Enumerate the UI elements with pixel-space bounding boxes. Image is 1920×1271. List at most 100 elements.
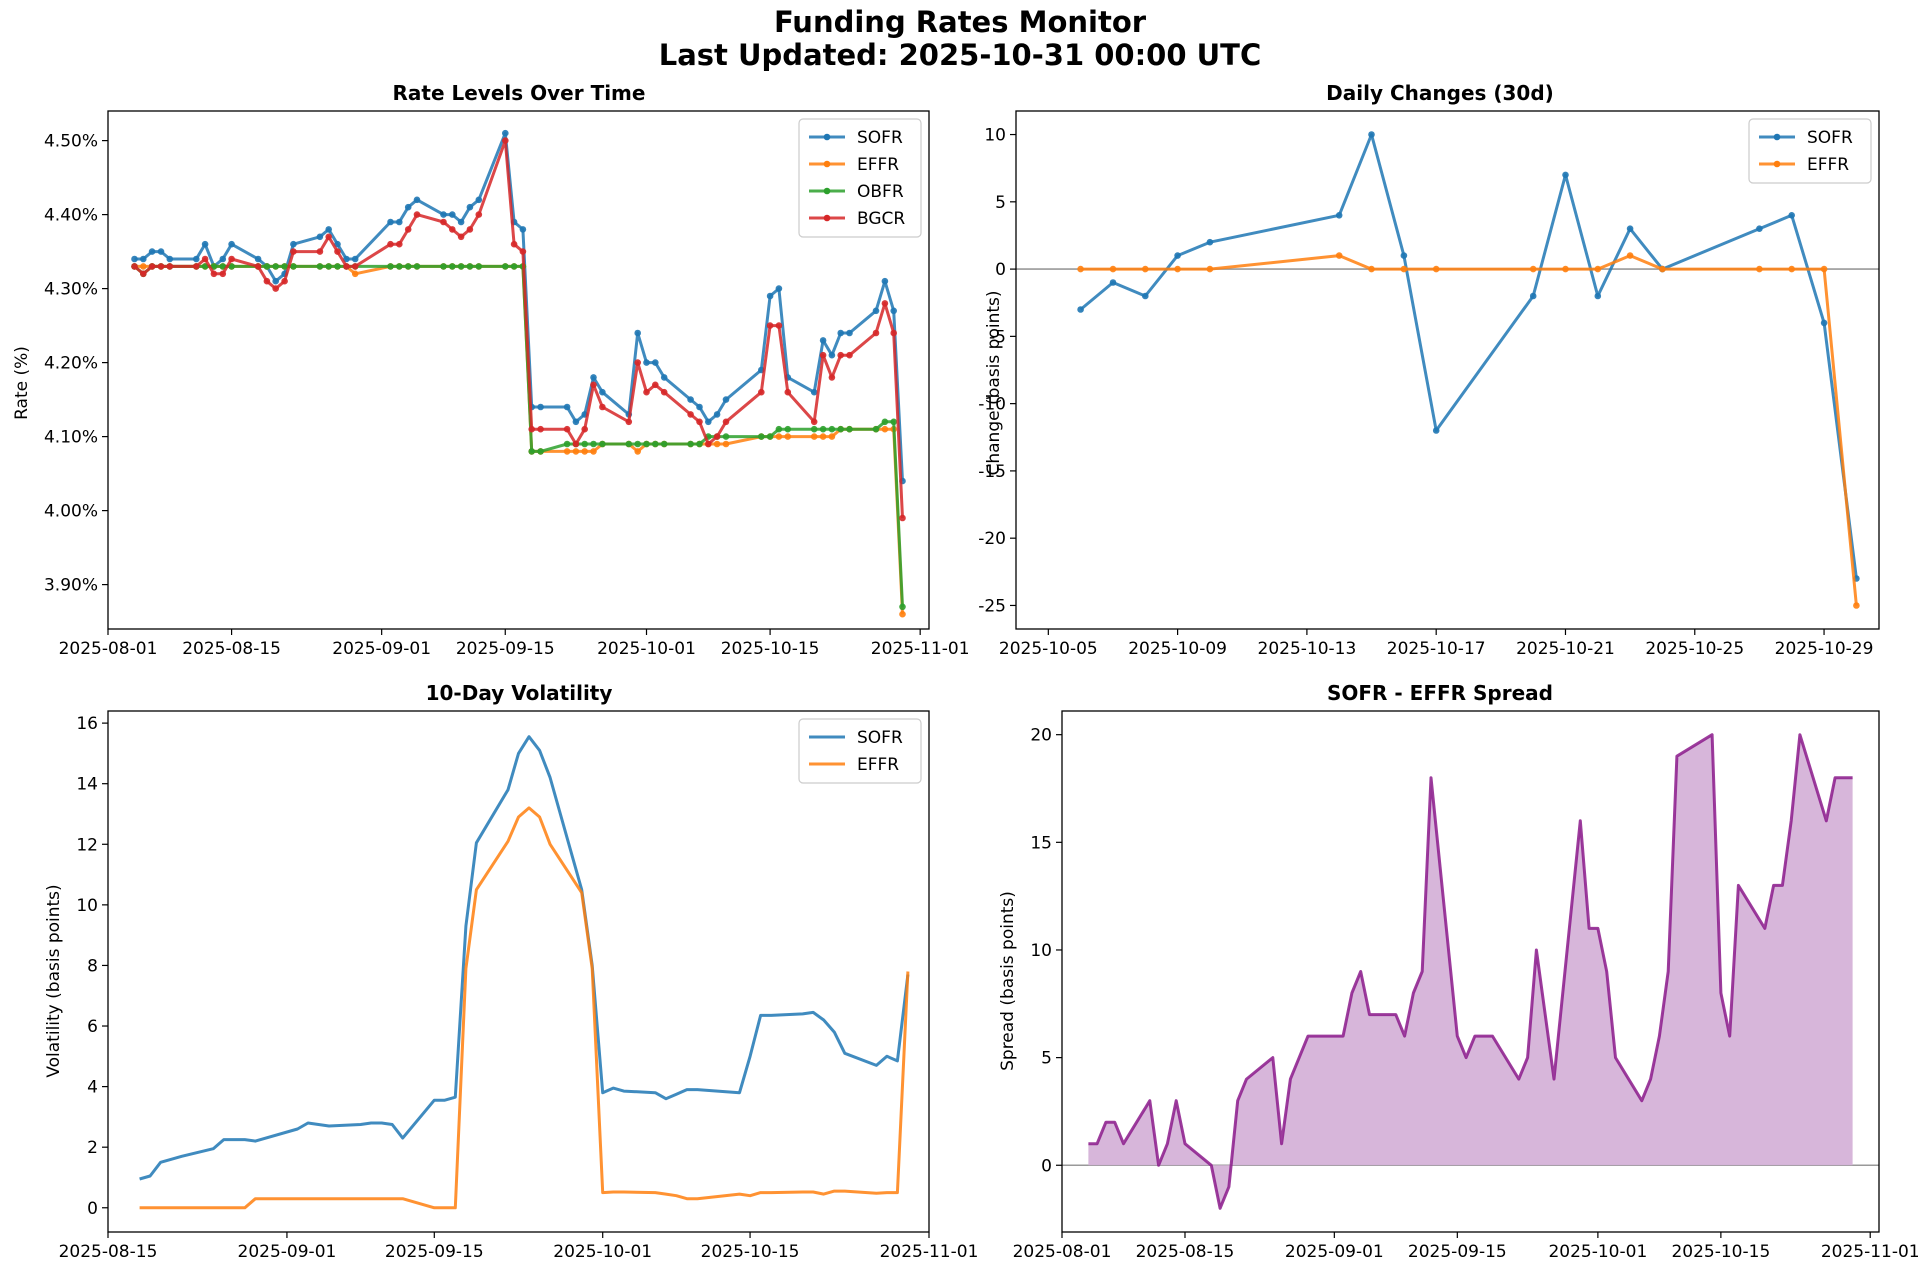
- data-point-sofr: [440, 211, 447, 218]
- data-point-bgcr: [449, 226, 456, 233]
- legend-marker-sofr: [823, 133, 831, 141]
- data-point-effr: [1109, 265, 1117, 273]
- data-point-effr: [1206, 265, 1214, 273]
- data-point-sofr: [563, 403, 571, 411]
- y-tick-label: 8: [87, 956, 98, 976]
- data-point-bgcr: [519, 248, 527, 255]
- x-tick-label: 2025-10-15: [1671, 1242, 1770, 1262]
- data-point-obfr: [263, 263, 271, 270]
- data-point-sofr: [872, 307, 880, 315]
- data-point-effr: [1400, 265, 1408, 273]
- data-point-bgcr: [881, 300, 889, 307]
- x-tick-label: 2025-10-13: [1258, 639, 1357, 659]
- data-point-obfr: [660, 440, 668, 448]
- data-point-sofr: [713, 411, 721, 418]
- data-point-sofr: [272, 277, 280, 285]
- data-point-obfr: [846, 425, 853, 433]
- legend-marker-effr: [1773, 160, 1781, 168]
- panel-title-spread: SOFR - EFFR Spread: [1327, 681, 1553, 705]
- series-line-effr: [1080, 254, 1858, 606]
- data-point-bgcr: [625, 418, 633, 426]
- plot-frame: [107, 110, 930, 630]
- legend-label-effr: EFFR: [857, 755, 899, 775]
- y-axis-label-volatility: Volatility (basis points): [44, 884, 64, 1077]
- data-point-bgcr: [254, 263, 262, 270]
- data-point-obfr: [810, 425, 818, 433]
- data-point-sofr: [334, 240, 341, 248]
- data-point-bgcr: [396, 240, 403, 248]
- data-point-effr: [1756, 265, 1763, 273]
- data-point-effr: [1529, 265, 1537, 273]
- legend: SOFR EFFR: [1748, 118, 1872, 184]
- data-point-effr: [819, 433, 827, 440]
- data-point-obfr: [643, 440, 650, 448]
- data-point-obfr: [696, 440, 703, 448]
- data-point-bgcr: [351, 263, 359, 270]
- data-point-sofr: [351, 255, 359, 263]
- y-tick-label: 16: [76, 714, 98, 734]
- data-point-obfr: [466, 263, 474, 270]
- data-point-obfr: [722, 433, 730, 440]
- panel-rate-levels: Rate Levels Over Time Rate (%) 2025-08-0…: [12, 81, 970, 659]
- y-tick-label: -15: [978, 462, 1006, 482]
- data-point-effr: [1788, 265, 1795, 273]
- plot-frame: [1015, 110, 1880, 630]
- data-point-sofr: [1432, 427, 1440, 434]
- data-point-bgcr: [193, 263, 200, 270]
- y-tick-label: 20: [1030, 726, 1052, 746]
- data-point-effr: [881, 425, 889, 433]
- data-point-bgcr: [572, 440, 580, 448]
- data-point-bgcr: [810, 418, 818, 426]
- data-point-obfr: [563, 440, 571, 448]
- data-point-sofr: [449, 211, 456, 218]
- data-point-effr: [1562, 265, 1569, 273]
- x-tick-label: 2025-08-01: [59, 639, 158, 659]
- data-point-obfr: [581, 440, 588, 448]
- x-tick-label: 2025-11-01: [1821, 1242, 1920, 1262]
- data-point-bgcr: [404, 226, 412, 233]
- y-tick-label: 3.90%: [44, 576, 98, 596]
- data-point-effr: [563, 448, 571, 455]
- data-point-sofr: [722, 396, 730, 403]
- data-point-effr: [634, 448, 641, 455]
- data-point-obfr: [590, 440, 597, 448]
- data-point-bgcr: [634, 359, 641, 366]
- data-point-obfr: [766, 433, 774, 440]
- data-point-obfr: [316, 263, 324, 270]
- x-tick-label: 2025-08-15: [59, 1242, 158, 1262]
- x-tick-label: 2025-10-25: [1645, 639, 1744, 659]
- data-point-sofr: [810, 388, 818, 396]
- data-point-bgcr: [210, 270, 218, 278]
- x-tick-label: 2025-10-05: [999, 639, 1098, 659]
- data-point-sofr: [325, 226, 333, 233]
- data-point-effr: [1659, 265, 1666, 273]
- data-point-bgcr: [696, 418, 703, 426]
- data-point-obfr: [325, 263, 333, 270]
- data-point-sofr: [140, 255, 147, 263]
- legend-box: [798, 118, 922, 238]
- data-point-sofr: [219, 255, 227, 263]
- data-point-obfr: [775, 425, 783, 433]
- data-point-sofr: [475, 196, 483, 204]
- data-point-sofr: [157, 248, 165, 255]
- x-tick-label: 2025-10-01: [553, 1242, 652, 1262]
- data-point-obfr: [634, 440, 641, 448]
- x-tick-label: 2025-10-09: [1128, 639, 1227, 659]
- data-point-bgcr: [590, 381, 597, 389]
- legend-marker-sofr: [1773, 133, 1781, 141]
- series-line-effr: [134, 264, 904, 615]
- plot-frame: [107, 710, 930, 1233]
- data-point-effr: [351, 270, 359, 278]
- data-point-bgcr: [766, 322, 774, 329]
- data-point-sofr: [837, 329, 844, 337]
- x-tick-label: 2025-08-01: [1013, 1242, 1112, 1262]
- data-point-bgcr: [343, 263, 350, 270]
- data-point-obfr: [687, 440, 694, 448]
- x-tick-label: 2025-10-21: [1516, 639, 1615, 659]
- data-point-obfr: [819, 425, 827, 433]
- data-point-obfr: [457, 263, 465, 270]
- data-point-bgcr: [219, 270, 227, 278]
- x-tick-label: 2025-09-15: [1408, 1242, 1507, 1262]
- data-point-effr: [1820, 265, 1828, 273]
- panel-volatility: 10-Day Volatility Volatility (basis poin…: [44, 681, 978, 1262]
